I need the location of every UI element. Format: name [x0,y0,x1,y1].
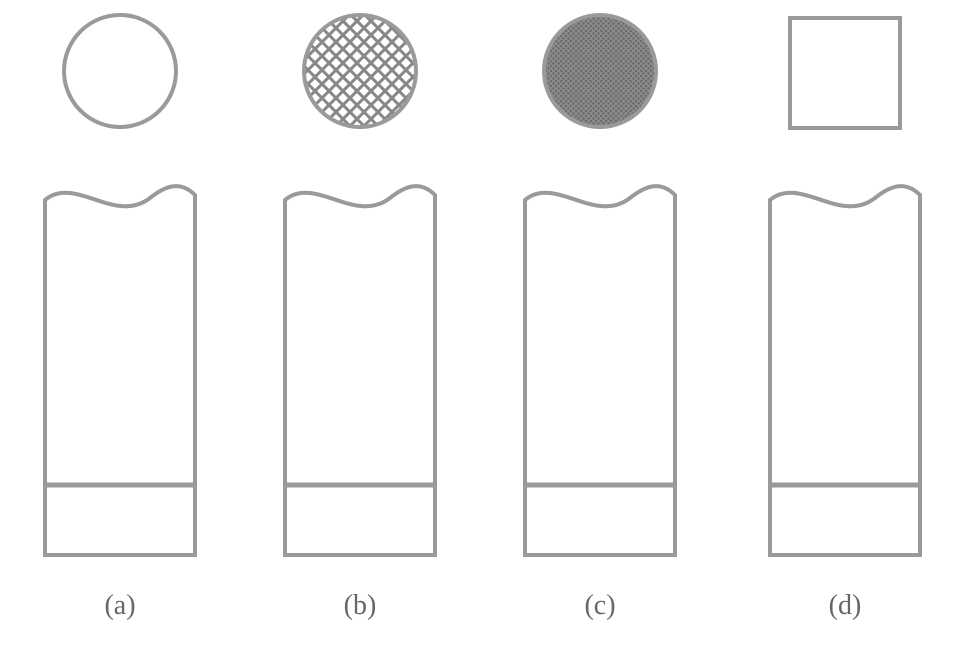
panel-d [770,18,920,555]
diagram-svg [0,0,968,648]
vessel-a [45,186,195,555]
vessel-d [770,186,920,555]
vessel-b [285,186,435,555]
panel-c [525,15,675,555]
vessel-c [525,186,675,555]
panel-a [45,15,195,555]
label-c: (c) [550,590,650,622]
circle-crosshatch [304,15,416,127]
circle-stipple [544,15,656,127]
square-empty [790,18,900,128]
circle-empty [64,15,176,127]
panel-b [285,15,435,555]
diagram-container: (a) (b) (c) (d) [0,0,968,648]
label-b: (b) [310,590,410,622]
label-a: (a) [70,590,170,622]
label-d: (d) [795,590,895,622]
